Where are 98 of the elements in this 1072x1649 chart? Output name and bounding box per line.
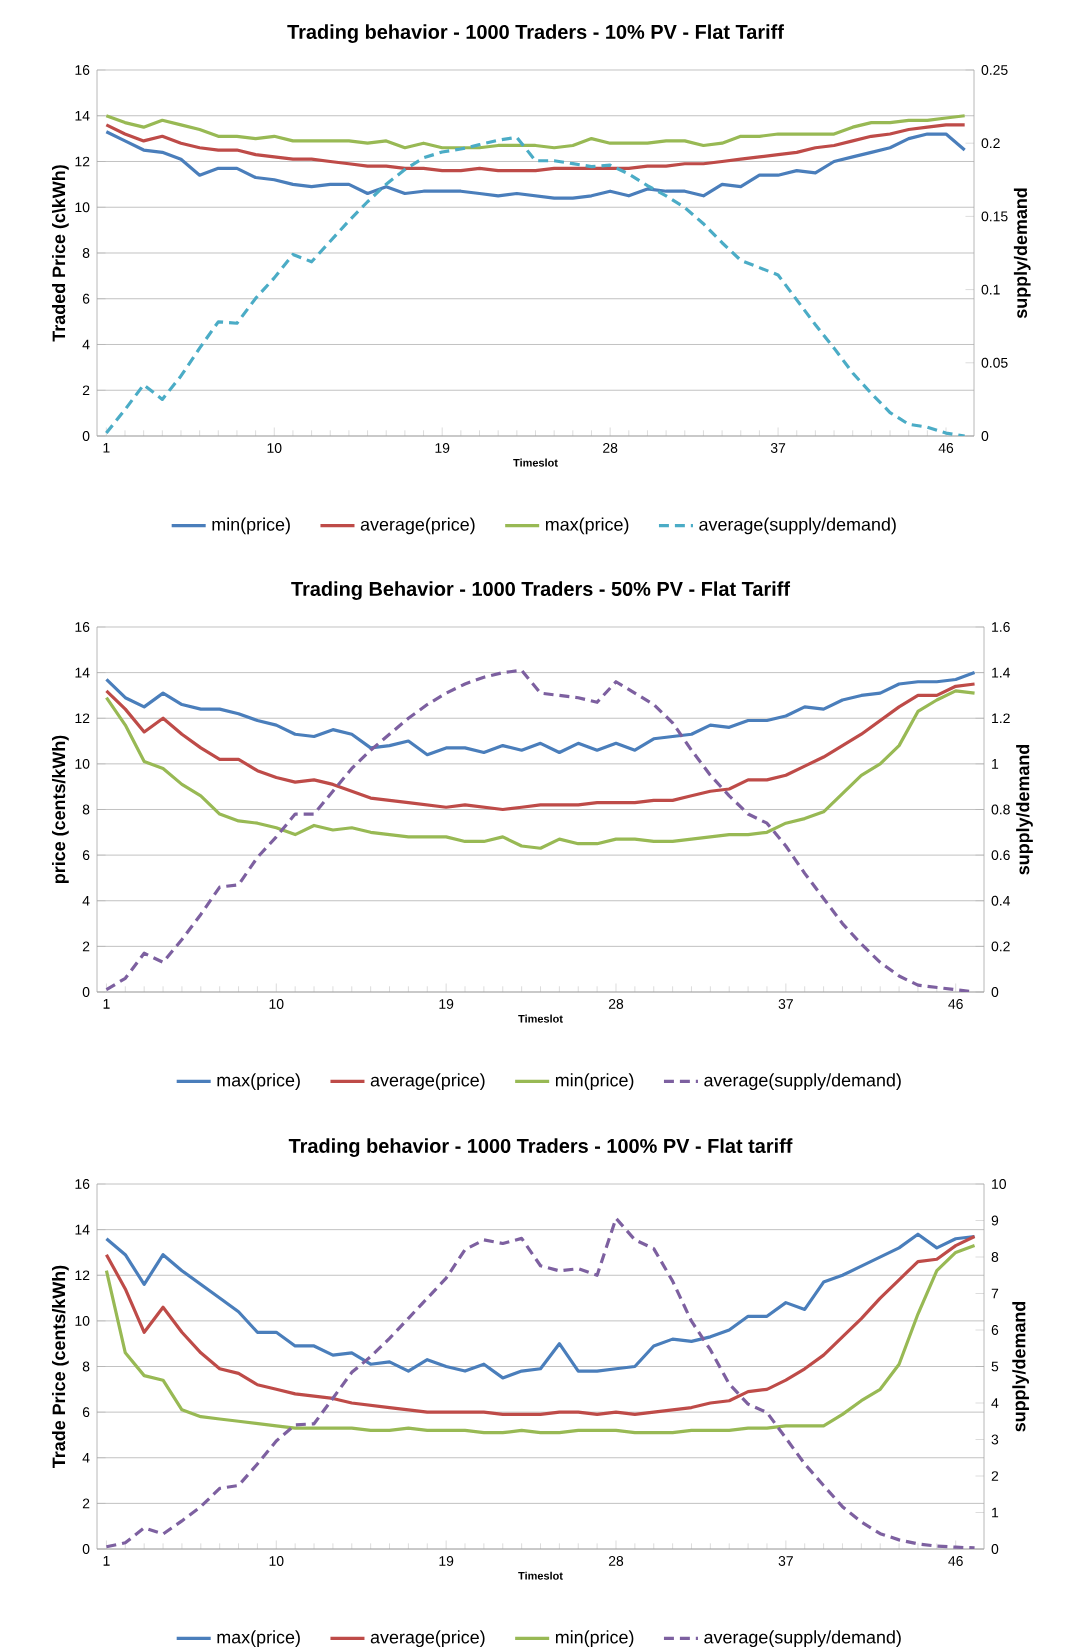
y-tick-label: 6 (82, 1407, 90, 1418)
legend-label: max(price) (545, 517, 629, 535)
legend-label: average(price) (370, 1630, 485, 1648)
x-axis-title: Timeslot (513, 458, 558, 467)
y2-tick-label: 6 (991, 1325, 999, 1335)
y-tick-label: 6 (82, 850, 90, 861)
y2-tick-label: 3 (991, 1434, 999, 1445)
legend-label: average(price) (360, 517, 475, 535)
y-tick-label: 10 (75, 1315, 90, 1326)
y2-tick-label: 0.05 (981, 357, 1008, 368)
y2-tick-label: 0.6 (991, 850, 1010, 861)
legend-label: max(price) (217, 1073, 300, 1091)
y-tick-label: 2 (82, 385, 90, 396)
legend-label: max(price) (217, 1630, 300, 1648)
y2-tick-label: 5 (991, 1361, 999, 1372)
y-tick-label: 2 (82, 941, 90, 952)
y2-tick-label: 0.2 (981, 138, 1000, 149)
y2-tick-label: 0.8 (991, 804, 1010, 815)
legend-label: min(price) (555, 1073, 634, 1091)
y-tick-label: 4 (82, 339, 90, 350)
y2-tick-label: 9 (991, 1215, 999, 1226)
x-tick-label: 46 (948, 1556, 963, 1566)
legend-label: average(supply/demand) (699, 517, 896, 535)
y-tick-label: 12 (75, 1270, 90, 1281)
x-tick-label: 46 (948, 999, 963, 1009)
y2-tick-label: 7 (991, 1288, 999, 1299)
y-tick-label: 8 (82, 804, 90, 815)
y2-tick-label: 0.4 (991, 895, 1011, 906)
y2-tick-label: 0 (991, 1544, 999, 1554)
y-tick-label: 8 (82, 248, 90, 258)
y-tick-label: 4 (82, 895, 90, 906)
y2-tick-label: 0 (981, 431, 989, 441)
y2-tick-label: 0.2 (991, 941, 1010, 952)
y-tick-label: 0 (82, 1544, 90, 1554)
y2-axis-title: supply/demand (1016, 744, 1033, 875)
legend-label: average(price) (370, 1073, 485, 1091)
y2-tick-label: 1.6 (992, 622, 1010, 632)
legend-label: average(supply/demand) (704, 1630, 901, 1648)
x-axis-title: Timeslot (518, 1571, 563, 1580)
x-tick-label: 37 (778, 999, 793, 1009)
y-axis-title: price (cents/kWh) (52, 735, 69, 884)
y-tick-label: 6 (82, 293, 90, 304)
y-tick-label: 14 (75, 110, 90, 121)
x-tick-label: 19 (439, 1556, 454, 1566)
chart-title: Trading behavior - 1000 Traders - 10% PV - Flat Tariff (287, 24, 784, 44)
y-tick-label: 14 (75, 667, 90, 678)
x-tick-label: 10 (269, 999, 284, 1009)
y2-tick-label: 0 (991, 987, 999, 997)
y2-axis-title: supply/demand (1013, 188, 1031, 319)
y-axis-title: Traded Price (c\kWh) (52, 165, 69, 342)
y-tick-label: 0 (82, 987, 90, 997)
x-axis-title: Timeslot (518, 1014, 563, 1023)
y-tick-label: 16 (75, 65, 90, 75)
x-tick-label: 28 (608, 1556, 624, 1566)
y2-tick-label: 1 (992, 1507, 999, 1518)
y-tick-label: 12 (75, 156, 90, 167)
y2-tick-label: 8 (991, 1252, 999, 1262)
line-series (104, 1216, 977, 1549)
y2-tick-label: 0.1 (981, 284, 1000, 295)
y-tick-label: 8 (82, 1361, 90, 1372)
x-tick-label: 37 (770, 443, 786, 453)
y-tick-label: 10 (75, 202, 90, 213)
x-tick-label: 1 (103, 999, 110, 1009)
legend-label: min(price) (555, 1630, 634, 1648)
y-tick-label: 16 (75, 1179, 90, 1189)
x-tick-label: 1 (103, 443, 110, 453)
x-tick-label: 37 (778, 1556, 793, 1566)
y2-tick-label: 1.2 (992, 713, 1010, 724)
y2-tick-label: 0.25 (981, 65, 1008, 75)
x-tick-label: 46 (938, 443, 954, 453)
y-tick-label: 0 (82, 431, 90, 441)
y-tick-label: 2 (82, 1498, 90, 1509)
legend-label: min(price) (212, 517, 290, 535)
y-axis-title: Trade Price (cents/kWh) (52, 1265, 69, 1468)
line-series (104, 671, 977, 757)
y2-tick-label: 2 (991, 1471, 999, 1481)
y2-tick-label: 1 (992, 759, 999, 769)
y2-tick-label: 10 (992, 1179, 1007, 1189)
x-tick-label: 1 (103, 1556, 110, 1566)
chart-title: Trading behavior - 1000 Traders - 100% PV - Flat tariff (288, 1138, 793, 1158)
y-tick-label: 10 (75, 758, 90, 769)
y-tick-label: 12 (75, 713, 90, 724)
x-tick-label: 28 (608, 999, 624, 1009)
chart-title: Trading Behavior - 1000 Traders - 50% PV - Flat Tariff (291, 581, 791, 601)
y2-axis-title: supply/demand (1012, 1301, 1029, 1432)
y-tick-label: 4 (82, 1452, 90, 1463)
x-tick-label: 10 (269, 1556, 284, 1566)
y-tick-label: 14 (75, 1224, 90, 1235)
y2-tick-label: 0.15 (981, 211, 1008, 222)
x-tick-label: 10 (267, 443, 282, 453)
x-tick-label: 28 (603, 443, 618, 453)
x-tick-label: 19 (439, 999, 454, 1009)
legend-label: average(supply/demand) (704, 1073, 901, 1091)
y2-tick-label: 1.4 (992, 667, 1011, 678)
x-tick-label: 19 (435, 443, 450, 453)
y-tick-label: 16 (75, 622, 90, 632)
line-series (104, 135, 967, 436)
y2-tick-label: 4 (991, 1398, 999, 1408)
